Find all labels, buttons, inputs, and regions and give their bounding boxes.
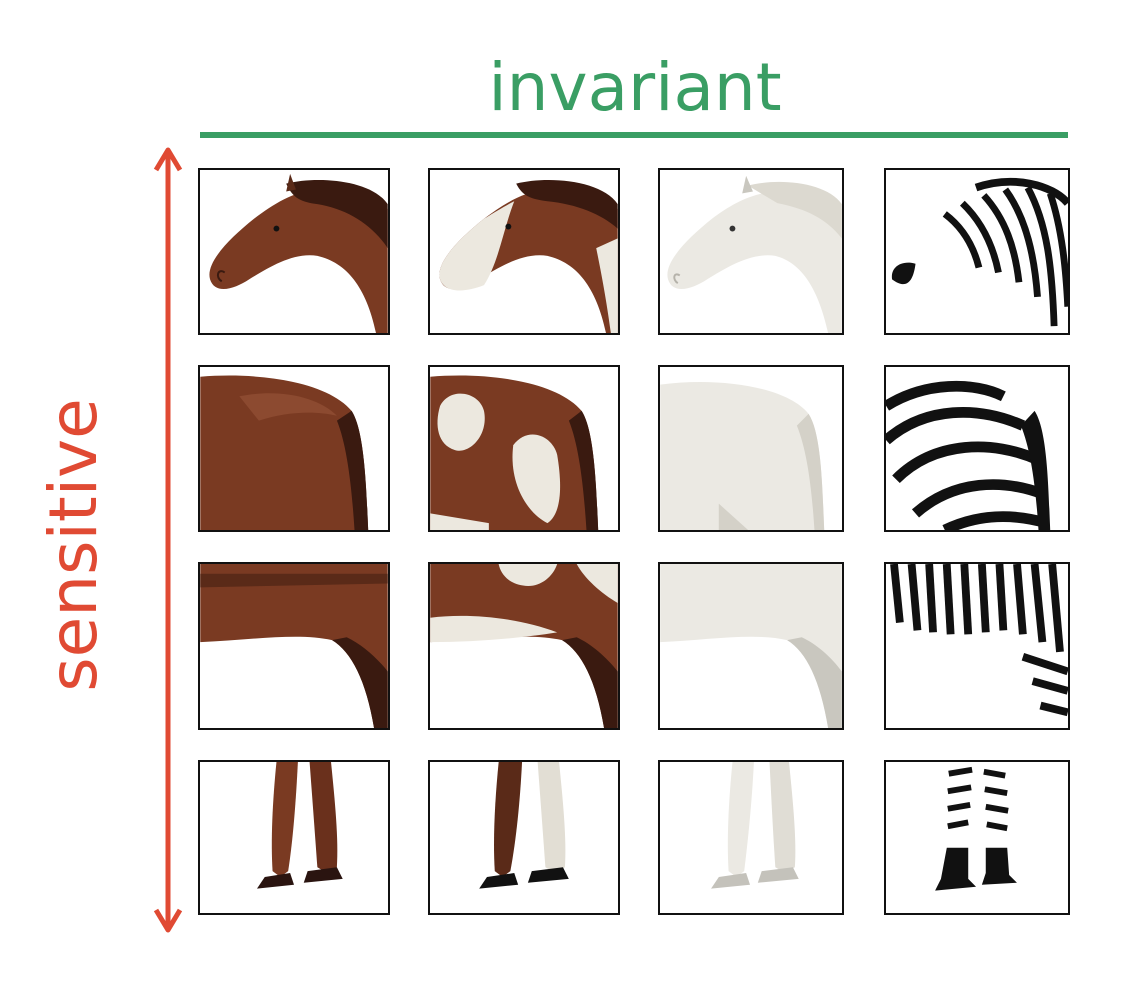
tile-paint-horse-legs	[428, 760, 620, 915]
tile-paint-horse-shoulder	[428, 365, 620, 532]
tile-paint-horse-belly	[428, 562, 620, 730]
tile-white-horse-belly	[658, 562, 844, 730]
tile-zebra-belly	[884, 562, 1070, 730]
tile-zebra-head	[884, 168, 1070, 335]
tile-white-horse-shoulder	[658, 365, 844, 532]
sensitive-label: sensitive	[35, 398, 112, 692]
tile-zebra-shoulder	[884, 365, 1070, 532]
tile-paint-horse-head	[428, 168, 620, 335]
invariant-rule	[200, 132, 1068, 138]
tile-bay-horse-legs	[198, 760, 390, 915]
tile-bay-horse-head	[198, 168, 390, 335]
tile-bay-horse-shoulder	[198, 365, 390, 532]
tile-white-horse-legs	[658, 760, 844, 915]
tile-zebra-legs	[884, 760, 1070, 915]
tile-bay-horse-belly	[198, 562, 390, 730]
tile-white-horse-head	[658, 168, 844, 335]
sensitive-double-arrow	[153, 147, 183, 933]
invariant-label: invariant	[488, 49, 782, 126]
